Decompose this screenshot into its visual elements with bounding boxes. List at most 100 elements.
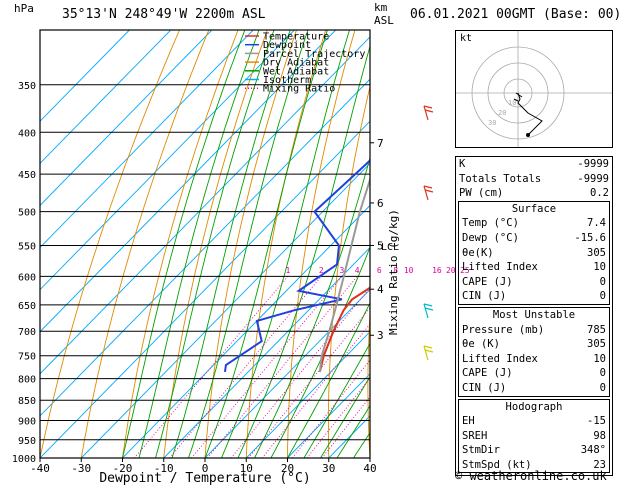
isotherm-line — [40, 30, 337, 333]
hodograph-stat-value: 348° — [580, 444, 606, 457]
wind-barb-flag — [423, 185, 433, 189]
pressure-tick-label: 450 — [18, 170, 36, 181]
most-unstable-row: CAPE (J) 0 — [459, 366, 609, 381]
pressure-tick-label: 800 — [18, 375, 36, 386]
asl-unit-label: ASL — [374, 14, 394, 27]
surface-label: Lifted Index — [462, 261, 538, 274]
x-tick-label: -40 — [30, 462, 50, 475]
index-label: Totals Totals — [459, 172, 542, 185]
station-title: 35°13'N 248°49'W 2200m ASL — [62, 7, 266, 22]
hodograph-stat-row: EH -15 — [459, 414, 609, 429]
km-tick-label: 6 — [377, 197, 384, 210]
hodograph-panel: kt 10 20 30 — [455, 30, 613, 148]
pressure-tick-label: 950 — [18, 436, 36, 447]
skewt-series — [224, 159, 370, 373]
most-unstable-label: θe (K) — [462, 338, 500, 351]
hodograph-stat-label: StmDir — [462, 444, 500, 457]
surface-section: Surface Temp (°C) 7.4 Dewp (°C) -15.6 θe(K) 3… — [458, 200, 610, 305]
pressure-unit-label: hPa — [14, 2, 34, 15]
wind-barb-flag — [424, 307, 434, 311]
hodograph-stat-value: 23 — [593, 458, 606, 471]
legend-label: Dry Adiabat — [263, 58, 329, 69]
dry-adiabat-line — [614, 30, 629, 458]
mixing-ratio-label: 6 — [377, 266, 382, 275]
mixing-ratio-label: 16 — [432, 266, 442, 275]
dry-adiabat-line — [40, 30, 180, 458]
hodograph-ring-label: 20 — [498, 109, 506, 117]
most-unstable-value: 0 — [599, 381, 606, 394]
surface-value: 305 — [587, 246, 606, 259]
mixing-ratio-line — [169, 276, 322, 458]
x-axis-label: Dewpoint / Temperature (°C) — [99, 471, 310, 486]
most-unstable-value: 785 — [587, 323, 606, 336]
legend-label: Dewpoint — [263, 40, 311, 51]
surface-row: Temp (°C) 7.4 — [459, 216, 609, 231]
mixing-ratio-label: 20 — [446, 266, 456, 275]
wet-adiabat-line — [138, 30, 260, 458]
hodograph-stat-label: EH — [462, 415, 475, 428]
pressure-tick-label: 850 — [18, 396, 36, 407]
surface-value: 10 — [593, 261, 606, 274]
km-tick-label: 3 — [377, 329, 384, 342]
most-unstable-value: 0 — [599, 367, 606, 380]
index-row: Totals Totals -9999 — [456, 172, 612, 187]
km-tick-label: 5 — [377, 239, 384, 252]
wet-adiabat-line — [155, 30, 275, 458]
isotherm-line — [163, 246, 370, 458]
x-tick-label: 20 — [281, 462, 294, 475]
wind-barb-flag — [423, 303, 433, 307]
hodograph-title: Hodograph — [505, 400, 563, 413]
parcel-trajectory-line — [318, 176, 370, 373]
hodograph-stat-row: StmSpd (kt) 23 — [459, 458, 609, 473]
surface-label: Temp (°C) — [462, 217, 519, 230]
most-unstable-value: 10 — [593, 352, 606, 365]
wet-adiabat-line — [336, 404, 370, 458]
most-unstable-label: Lifted Index — [462, 352, 538, 365]
index-label: K — [459, 158, 466, 170]
legend-label: Temperature — [263, 32, 329, 43]
hodograph-stat-value: -15 — [587, 415, 606, 428]
most-unstable-row: Lifted Index 10 — [459, 352, 609, 367]
surface-label: Dewp (°C) — [462, 231, 519, 244]
surface-value: 7.4 — [587, 217, 606, 230]
wind-barb-flag — [424, 189, 434, 193]
most-unstable-row: CIN (J) 0 — [459, 381, 609, 396]
dewpoint-line — [224, 159, 370, 373]
surface-row: CAPE (J) 0 — [459, 275, 609, 290]
mixing-ratio-label: 8 — [393, 266, 398, 275]
most-unstable-row: Pressure (mb) 785 — [459, 323, 609, 338]
index-row: PW (cm) 0.2 — [456, 186, 612, 201]
km-unit-label: km — [374, 1, 388, 14]
mixing-ratio-label: 1 — [285, 266, 290, 275]
wind-barb-staff — [423, 303, 429, 319]
wind-barb-flag — [424, 349, 434, 353]
isotherm-line — [40, 30, 295, 291]
isotherm-line — [40, 30, 254, 249]
x-tick-label: -30 — [71, 462, 91, 475]
isotherm-line — [245, 331, 370, 458]
mixing-ratio-axis-label: Mixing Ratio (g/kg) — [387, 209, 400, 335]
copyright-footer: © weatheronline.co.uk — [455, 469, 607, 483]
most-unstable-title: Most Unstable — [492, 308, 576, 321]
isotherm-line — [40, 30, 172, 164]
hodograph-stat-label: StmSpd (kt) — [462, 458, 532, 471]
x-tick-label: 30 — [322, 462, 335, 475]
isotherm-line — [80, 162, 370, 458]
wind-barb-staff — [423, 105, 429, 121]
surface-row: θe(K) 305 — [459, 246, 609, 261]
hodograph-section: Hodograph EH -15 SREH 98 StmDir 348° StmSpd (k… — [458, 398, 610, 474]
wind-barb-staff — [423, 345, 429, 361]
pressure-tick-label: 600 — [18, 272, 36, 283]
most-unstable-label: Pressure (mb) — [462, 323, 545, 336]
isotherm-line — [40, 30, 213, 207]
most-unstable-row: θe (K) 305 — [459, 337, 609, 352]
wind-barb-flag — [423, 105, 433, 109]
surface-value: -15.6 — [574, 231, 606, 244]
wet-adiabat-line — [320, 375, 370, 458]
surface-label: CAPE (J) — [462, 275, 513, 288]
wind-barb-flag — [424, 109, 434, 113]
temperature-line — [318, 285, 370, 373]
hodograph-stat-row: SREH 98 — [459, 429, 609, 444]
index-value: -9999 — [577, 172, 609, 185]
